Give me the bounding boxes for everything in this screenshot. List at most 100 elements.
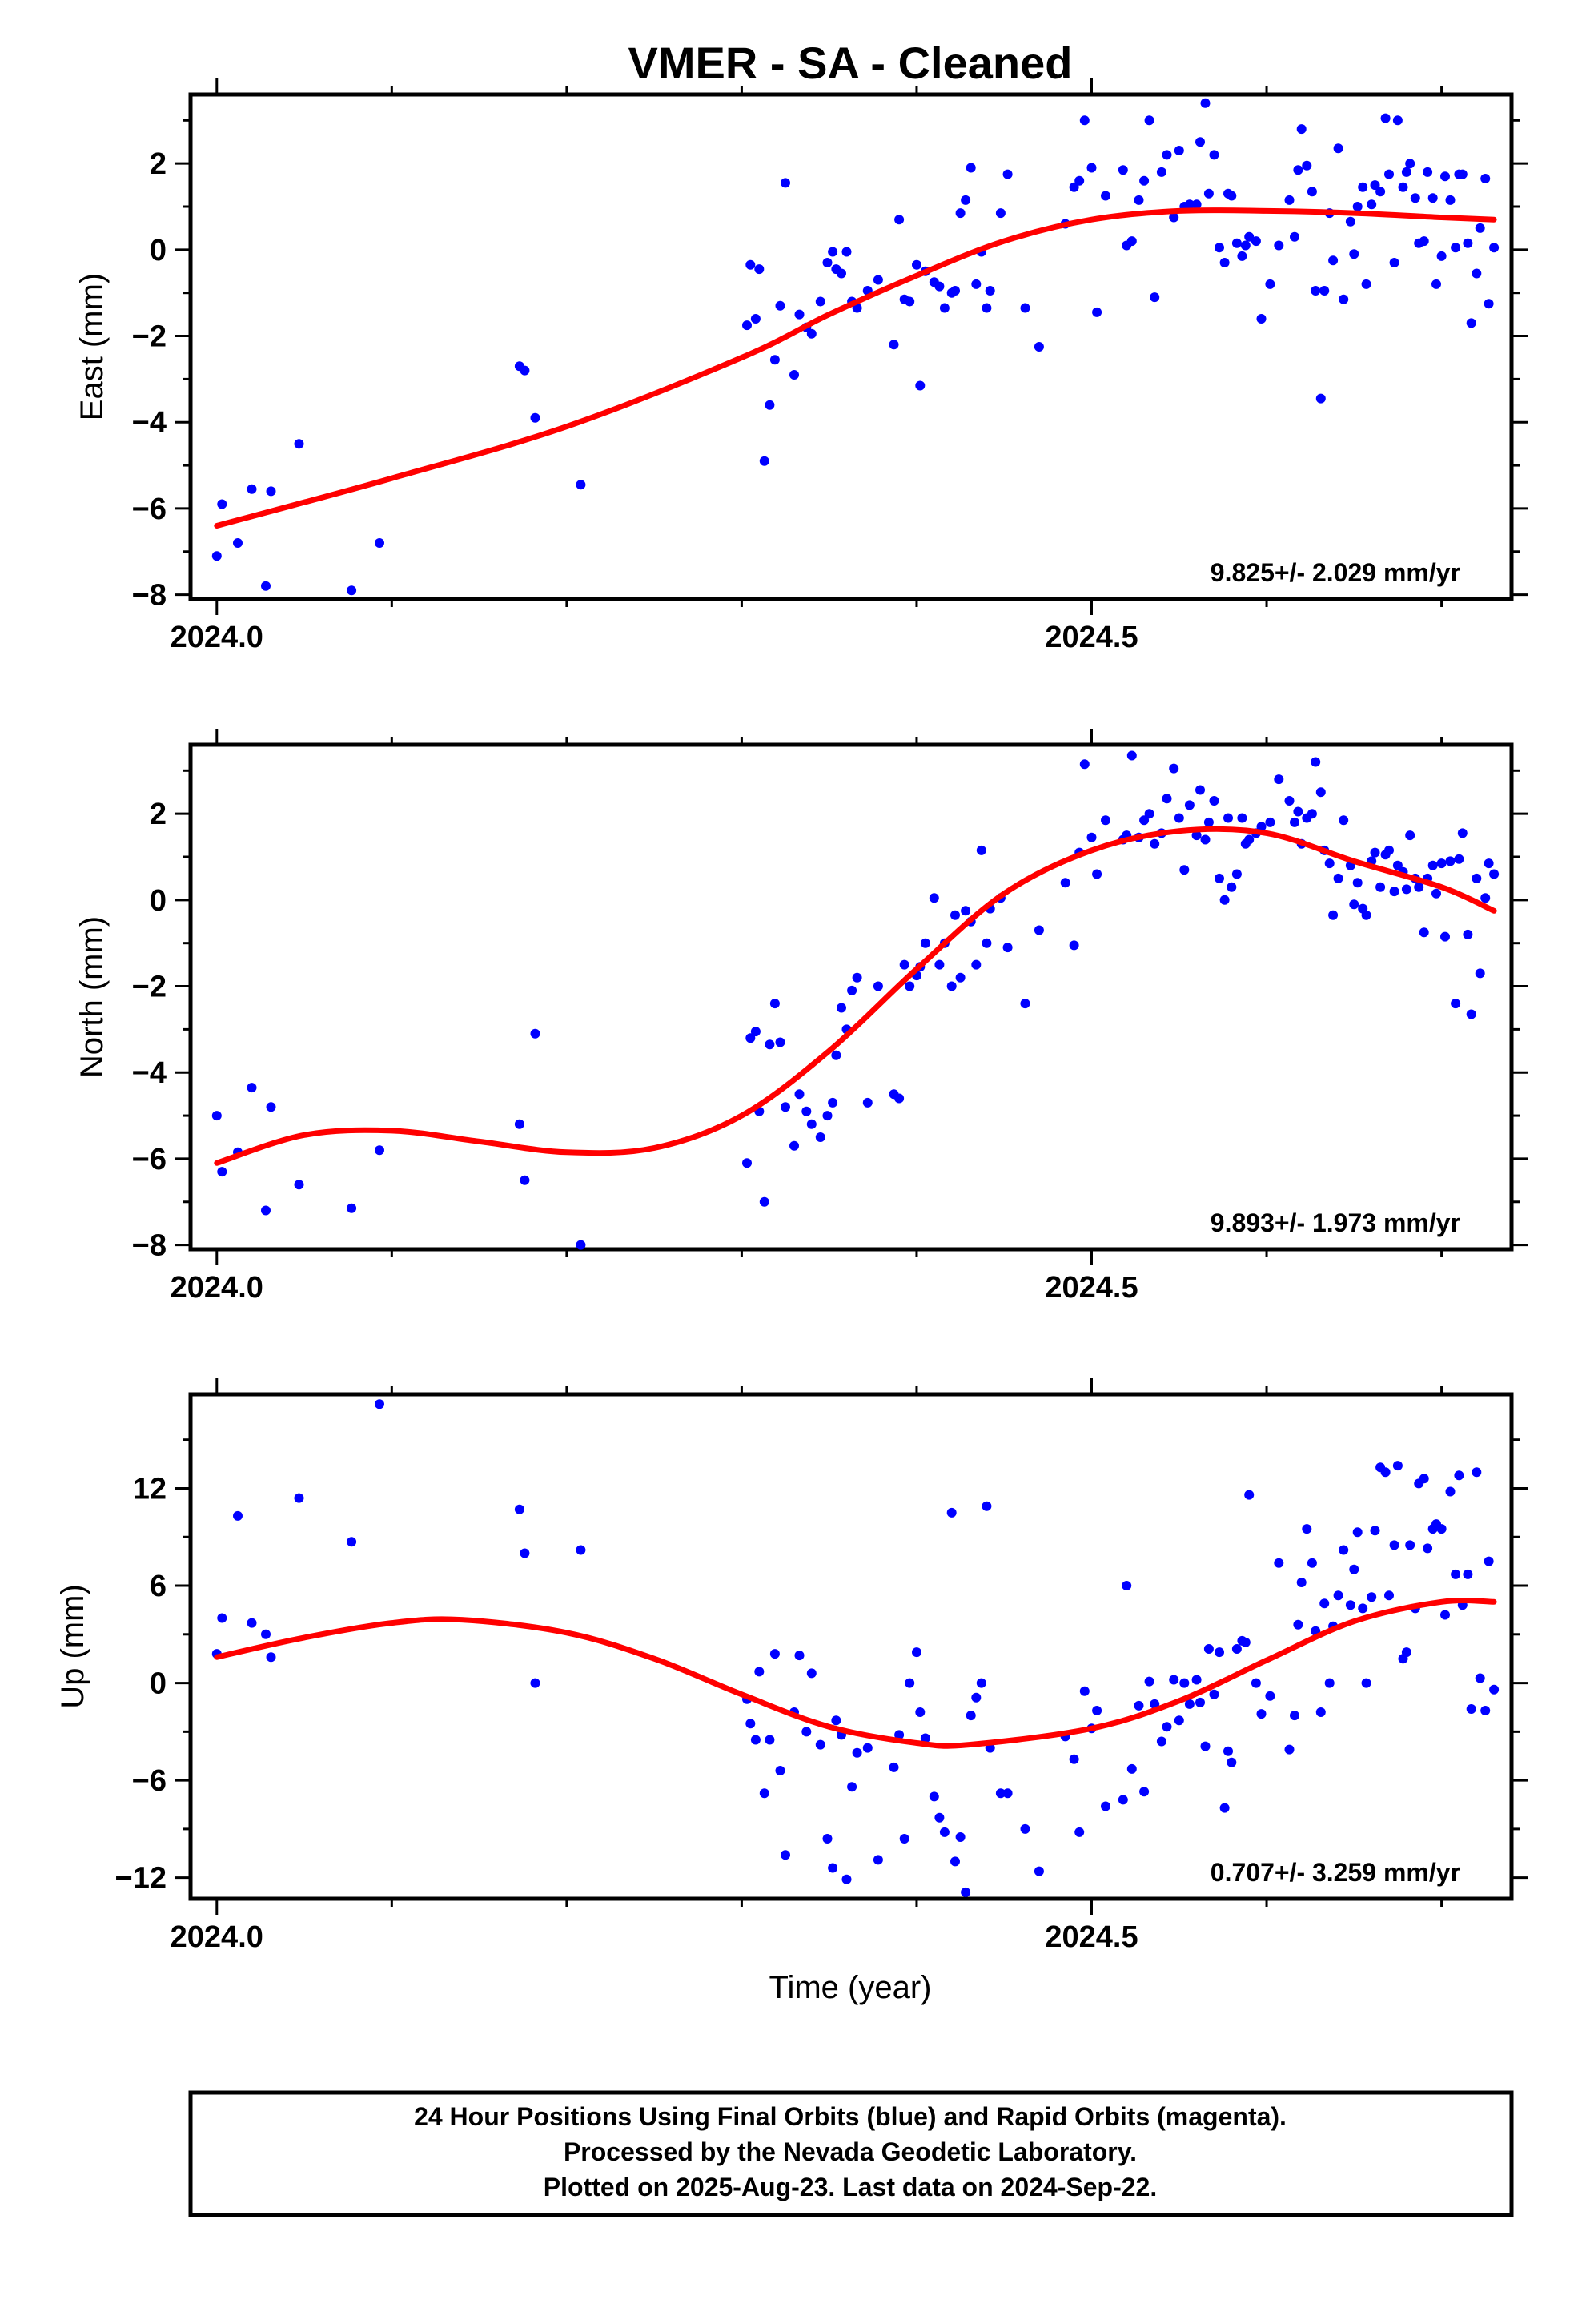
east-data-point: [1311, 286, 1321, 296]
up-data-point: [769, 1649, 780, 1659]
east-data-point: [759, 456, 769, 466]
north-data-point: [950, 910, 960, 920]
up-data-point: [794, 1651, 805, 1661]
east-data-point: [347, 585, 357, 596]
east-data-point: [1431, 279, 1441, 289]
up-data-point: [852, 1747, 862, 1758]
east-data-point: [769, 355, 780, 365]
north-data-point: [530, 1028, 540, 1039]
north-data-point: [806, 1119, 817, 1129]
up-data-point: [775, 1766, 785, 1775]
east-data-point: [1370, 180, 1380, 191]
up-data-point: [1333, 1590, 1343, 1601]
panels: 2024.0 2024.5 −8 −6 −4 −2 0 2 East (mm) 9.825+/- …: [55, 78, 1528, 1954]
up-data-point: [894, 1730, 905, 1740]
up-data-point: [1020, 1823, 1030, 1834]
north-data-point: [217, 1167, 227, 1177]
north-data-point: [961, 906, 971, 916]
north-data-point: [1215, 873, 1224, 883]
east-data-point: [530, 412, 540, 423]
east-data-point: [966, 163, 976, 173]
up-data-point: [1339, 1545, 1349, 1555]
up-data-point: [971, 1692, 982, 1703]
up-data-point: [1284, 1744, 1295, 1755]
up-data-point: [1484, 1556, 1494, 1566]
east-data-point: [894, 215, 905, 225]
east-data-point: [934, 281, 945, 292]
north-data-point: [831, 1050, 841, 1060]
east-data-point: [1319, 286, 1330, 296]
up-data-point: [946, 1507, 957, 1518]
north-data-point: [1311, 757, 1321, 767]
north-y-tick-label: 2: [150, 798, 167, 831]
east-data-point: [1423, 167, 1433, 177]
up-data-point: [1200, 1741, 1211, 1751]
up-data-point: [806, 1668, 817, 1679]
north-data-point: [1440, 931, 1450, 942]
east-y-tick-label: 0: [150, 234, 167, 267]
east-data-point: [828, 247, 838, 257]
up-data-point: [1296, 1578, 1307, 1587]
north-data-point: [955, 972, 966, 983]
north-data-point: [1349, 899, 1359, 910]
up-data-point: [955, 1832, 966, 1842]
up-data-point: [1392, 1461, 1403, 1471]
north-data-point: [294, 1180, 304, 1190]
up-data-point: [530, 1678, 540, 1688]
east-y-tick-label: 2: [150, 147, 167, 181]
north-data-point: [905, 981, 915, 991]
east-data-point: [789, 370, 799, 380]
north-data-point: [1060, 878, 1070, 888]
up-data-point: [1134, 1700, 1144, 1711]
north-data-point: [1454, 854, 1464, 864]
east-data-point: [806, 328, 817, 339]
north-data-point: [837, 1003, 846, 1013]
up-data-point: [1401, 1647, 1411, 1658]
east-data-point: [1296, 124, 1307, 135]
north-x-tick-label: 2024.0: [171, 1271, 263, 1305]
up-data-point: [233, 1510, 243, 1521]
up-data-point: [905, 1678, 915, 1688]
up-x-tick-label: 2024.0: [171, 1920, 263, 1954]
up-data-point: [1349, 1564, 1359, 1574]
north-data-point: [1227, 882, 1237, 892]
up-data-point: [217, 1613, 227, 1623]
east-data-point: [1293, 165, 1303, 175]
east-data-point: [1398, 182, 1408, 192]
up-data-point: [815, 1739, 825, 1750]
east-data-point: [1345, 216, 1355, 227]
east-data-point: [745, 259, 756, 270]
north-y-tick-label: 0: [150, 884, 167, 918]
north-y-tick-label: −6: [132, 1143, 167, 1176]
north-data-point: [247, 1083, 257, 1093]
east-y-tick-label: −8: [132, 579, 167, 613]
up-data-point: [1126, 1763, 1137, 1774]
up-data-point: [266, 1652, 276, 1663]
up-y-tick-label: −12: [115, 1862, 167, 1896]
north-data-point: [1244, 834, 1255, 845]
east-data-point: [1463, 238, 1473, 248]
east-data-point: [1156, 167, 1166, 177]
up-data-point: [759, 1788, 769, 1799]
up-data-point: [1174, 1715, 1184, 1726]
up-data-point: [576, 1545, 586, 1555]
up-data-point: [1231, 1644, 1242, 1654]
east-data-point: [1174, 146, 1184, 155]
north-data-point: [1333, 873, 1343, 883]
east-data-point: [1086, 163, 1097, 173]
up-data-point: [1101, 1801, 1110, 1811]
east-data-point: [1333, 143, 1343, 154]
up-data-point: [347, 1537, 357, 1547]
up-data-point: [950, 1856, 960, 1867]
up-data-point: [1191, 1675, 1202, 1685]
up-data-point: [1240, 1637, 1251, 1647]
east-x-tick-label: 2024.5: [1045, 621, 1138, 654]
east-y-axis-label: East (mm): [74, 273, 110, 420]
up-rate-label: 0.707+/- 3.259 mm/yr: [1211, 1858, 1460, 1887]
east-data-point: [1427, 193, 1438, 203]
east-data-point: [1339, 294, 1349, 304]
east-data-point: [837, 268, 846, 279]
east-data-point: [1191, 199, 1202, 210]
north-data-point: [852, 972, 862, 983]
north-data-point: [1256, 822, 1267, 832]
